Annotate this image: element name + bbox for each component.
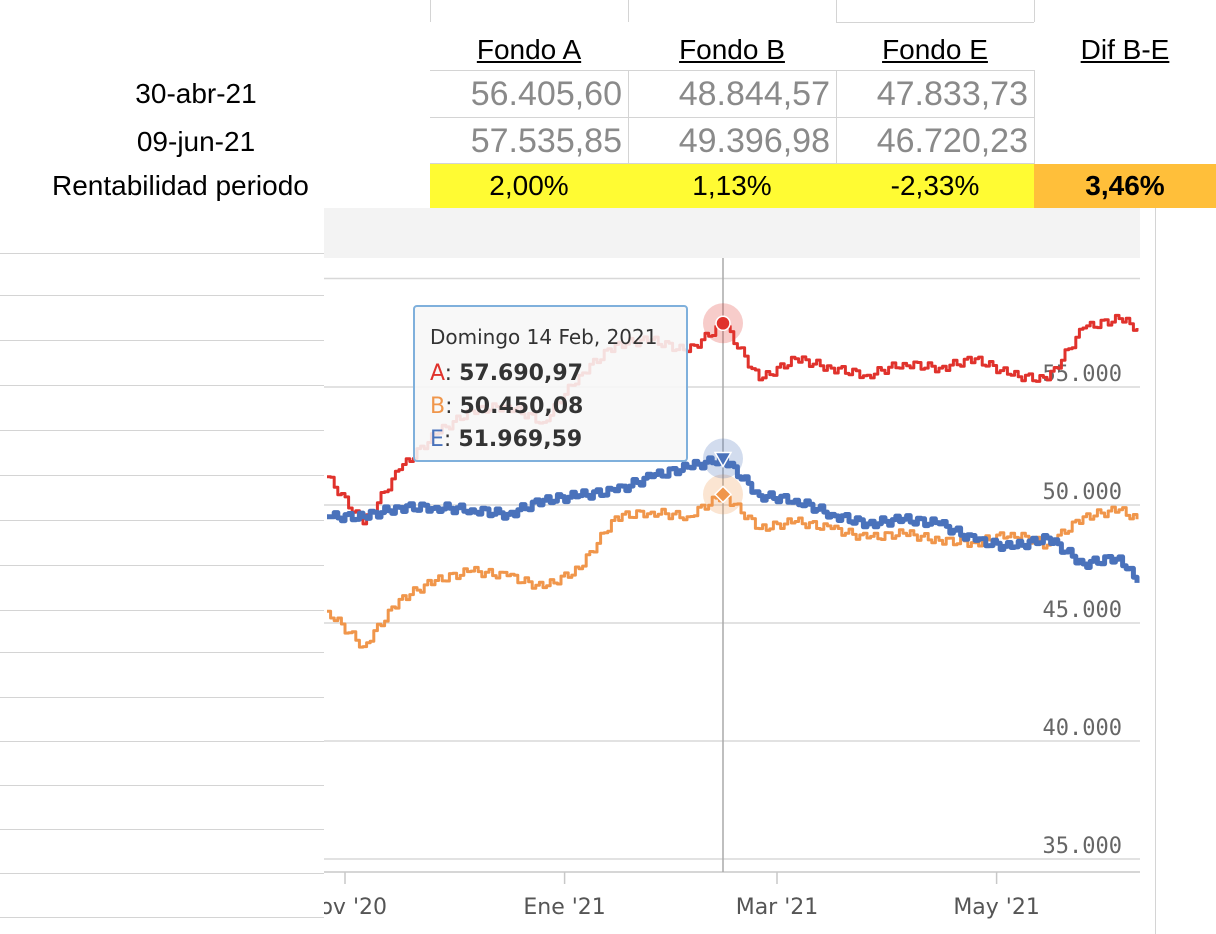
- header-fondo-b: Fondo B: [679, 34, 785, 65]
- tooltip-date: Domingo 14 Feb, 2021: [430, 325, 658, 349]
- grid-col-line: [1155, 208, 1156, 934]
- sheet-row-line: [0, 741, 324, 742]
- sheet-row-line: [0, 610, 324, 611]
- cell-b-1: 48.844,57: [678, 75, 830, 113]
- grid-col-line: [628, 0, 629, 22]
- marker-e: [713, 451, 733, 469]
- sheet-row-line: [0, 652, 324, 653]
- x-tick-label: Ene '21: [523, 895, 605, 920]
- tooltip-series-e: E: [430, 427, 444, 452]
- return-dif-b-e: 3,46%: [1034, 164, 1216, 208]
- sheet-row-line: [0, 697, 324, 698]
- series-line-e: [327, 454, 1140, 583]
- marker-b: [713, 485, 733, 504]
- chart-tooltip: Domingo 14 Feb, 2021 A: 57.690,97 B: 50.…: [413, 305, 688, 462]
- cell-e-2: 46.720,23: [876, 122, 1028, 160]
- sheet-row-line: [0, 785, 324, 786]
- x-tick-label: Mar '21: [736, 895, 819, 920]
- sheet-row-line: [0, 385, 324, 386]
- grid-row-line: [430, 117, 1034, 118]
- row-label-date-1: 30-abr-21: [135, 78, 257, 109]
- sheet-row-line: [0, 340, 324, 341]
- tooltip-value-e: 51.969,59: [458, 427, 583, 452]
- cell-a-1: 56.405,60: [470, 75, 622, 113]
- grid-col-line: [1034, 70, 1035, 164]
- y-tick-label: 35.000: [1043, 834, 1122, 859]
- grid-col-line: [836, 0, 837, 22]
- tooltip-series-b: B: [430, 394, 446, 419]
- sheet-row-line: [0, 520, 324, 521]
- series-line-b: [327, 492, 1139, 649]
- sheet-row-line: [0, 253, 324, 254]
- return-a: 2,00%: [430, 164, 628, 208]
- header-fondo-e: Fondo E: [882, 34, 988, 65]
- sheet-row-line: [0, 565, 324, 566]
- cell-a-2: 57.535,85: [470, 122, 622, 160]
- sheet-row-line: [0, 917, 324, 918]
- x-tick-label: May '21: [953, 895, 1040, 920]
- header-fondo-a: Fondo A: [476, 34, 582, 65]
- marker-a: [715, 315, 731, 332]
- return-e: -2,33%: [836, 164, 1034, 208]
- header-dif-b-e: Dif B-E: [1080, 34, 1170, 65]
- chart-top-band: [324, 208, 1140, 258]
- grid-col-line: [430, 0, 431, 22]
- tooltip-value-b: 50.450,08: [459, 394, 584, 419]
- grid-col-line: [1034, 0, 1035, 22]
- return-b: 1,13%: [628, 164, 836, 208]
- tooltip-row-e: E: 51.969,59: [430, 427, 583, 452]
- row-label-returns: Rentabilidad periodo: [52, 170, 309, 201]
- y-tick-label: 40.000: [1043, 716, 1122, 741]
- sheet-row-line: [0, 873, 324, 874]
- grid-row-line: [836, 22, 1034, 23]
- y-tick-label: 50.000: [1043, 480, 1122, 505]
- sheet-row-line: [0, 430, 324, 431]
- x-tick-label: Nov '20: [324, 895, 387, 920]
- cell-e-1: 47.833,73: [876, 75, 1028, 113]
- grid-row-line: [430, 163, 1034, 164]
- y-tick-label: 45.000: [1043, 598, 1122, 623]
- y-tick-label: 55.000: [1043, 362, 1122, 387]
- tooltip-row-a: A: 57.690,97: [430, 361, 583, 386]
- sheet-row-line: [0, 829, 324, 830]
- grid-row-line: [430, 70, 1034, 71]
- sheet-row-line: [0, 295, 324, 296]
- sheet-row-line: [0, 475, 324, 476]
- tooltip-value-a: 57.690,97: [459, 361, 583, 386]
- line-chart[interactable]: 35.000 40.000 45.000 50.000 55.000 Nov '20 Ene…: [324, 208, 1140, 934]
- tooltip-series-a: A: [430, 361, 445, 386]
- cell-b-2: 49.396,98: [678, 122, 830, 160]
- row-label-date-2: 09-jun-21: [136, 126, 256, 157]
- tooltip-row-b: B: 50.450,08: [430, 394, 584, 419]
